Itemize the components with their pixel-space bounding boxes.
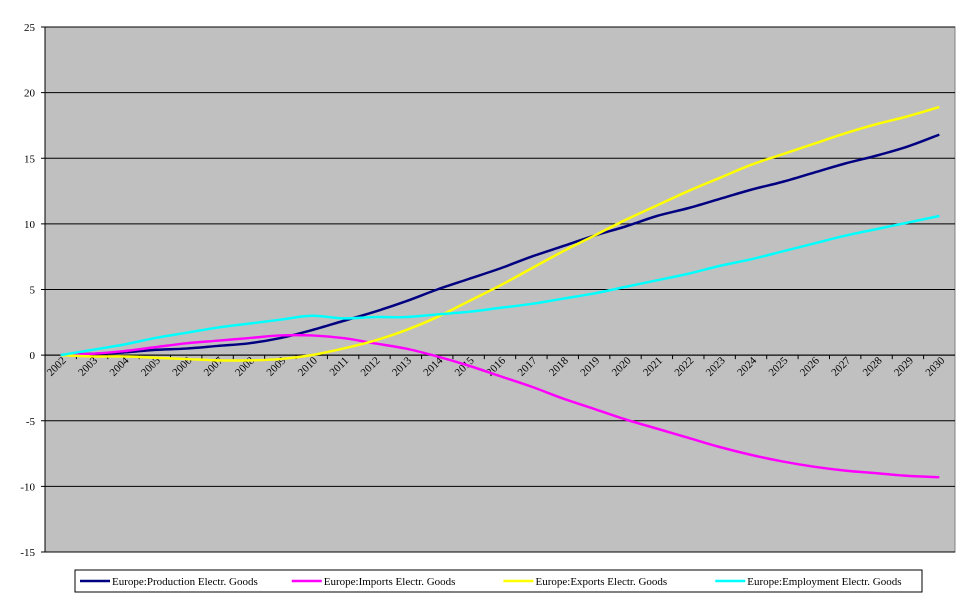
legend-label: Europe:Employment Electr. Goods xyxy=(747,576,901,588)
series-line xyxy=(60,333,940,479)
y-tick-label: -5 xyxy=(26,416,36,428)
series-line xyxy=(60,105,940,362)
y-tick-label: 0 xyxy=(30,350,36,362)
y-tick-label: 20 xyxy=(24,88,36,100)
y-tick-label: 25 xyxy=(24,22,36,34)
y-tick-label: 10 xyxy=(24,219,36,231)
legend xyxy=(74,569,923,593)
series-line xyxy=(60,133,940,357)
y-tick-label: -10 xyxy=(20,481,35,493)
legend-label: Europe:Exports Electr. Goods xyxy=(536,576,668,588)
y-tick-label: 5 xyxy=(30,285,36,297)
y-tick-label: -15 xyxy=(20,547,35,559)
legend-label: Europe:Imports Electr. Goods xyxy=(324,576,456,588)
legend-label: Europe:Production Electr. Goods xyxy=(112,576,258,588)
y-tick-label: 15 xyxy=(24,153,36,165)
series-line xyxy=(60,214,940,357)
